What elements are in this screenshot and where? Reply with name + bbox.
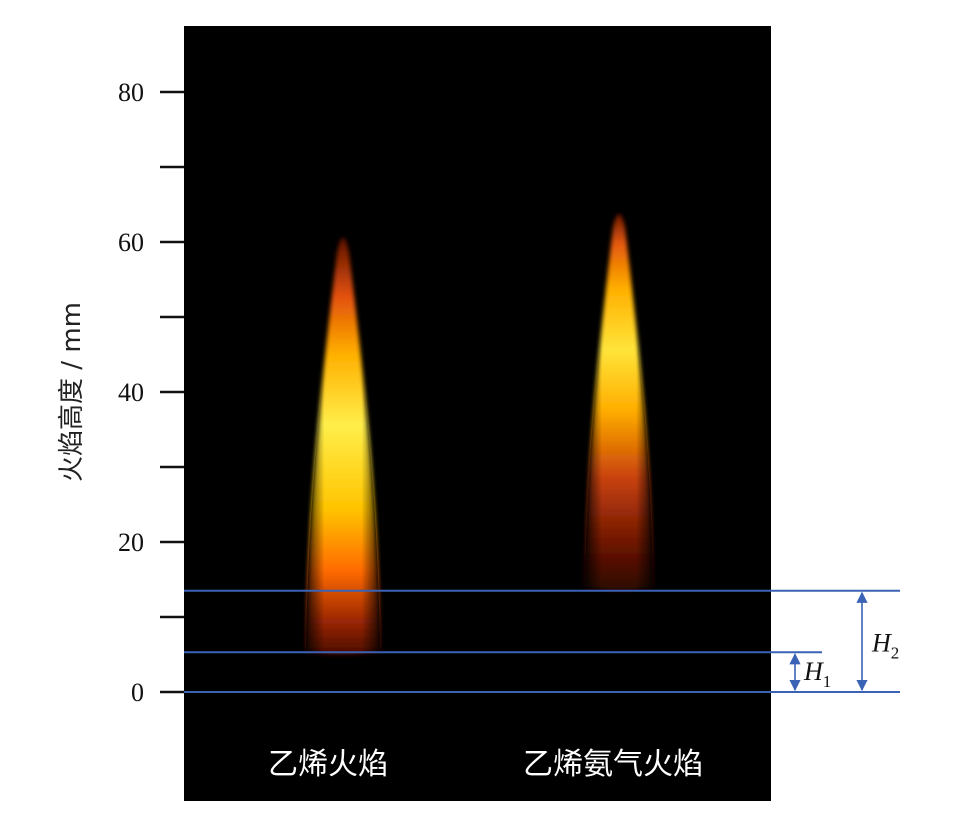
h1-subscript: 1 [823, 672, 832, 691]
ethylene-flame [306, 237, 380, 655]
h2-letter: H [871, 628, 892, 657]
h1-letter: H [803, 657, 824, 686]
y-tick-label: 60 [118, 228, 144, 257]
ethylene-flame-shade [306, 237, 380, 655]
h1-label: H1 [803, 657, 831, 691]
y-axis-title: 火焰高度 / mm [57, 302, 87, 482]
photo-panel [184, 26, 771, 801]
h2-label: H2 [871, 628, 899, 662]
y-tick-label: 80 [118, 78, 144, 107]
ethylene-ammonia-flame [585, 213, 653, 591]
h2-subscript: 2 [891, 643, 900, 662]
y-tick-label: 40 [118, 378, 144, 407]
ethylene-ammonia-flame-shade [585, 213, 653, 591]
y-axis: 0 20 40 60 80 [118, 78, 184, 707]
y-tick-label: 20 [118, 528, 144, 557]
y-tick-label: 0 [131, 678, 144, 707]
ethylene-ammonia-flame-caption: 乙烯氨气火焰 [523, 747, 703, 782]
ethylene-flame-caption: 乙烯火焰 [268, 747, 388, 782]
